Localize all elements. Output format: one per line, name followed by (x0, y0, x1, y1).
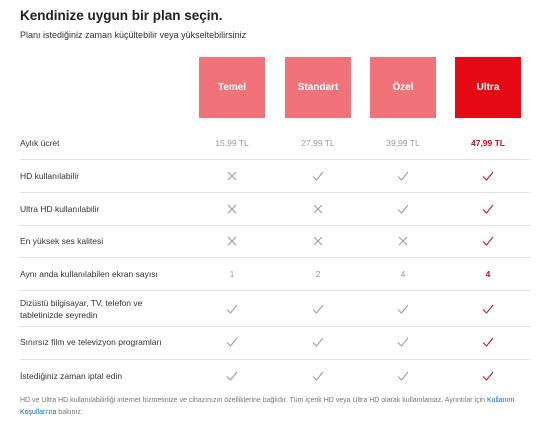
check-icon (482, 337, 494, 347)
check-icon (397, 204, 409, 214)
check-icon (312, 304, 324, 314)
row-label: Ultra HD kullanılabilir (20, 204, 100, 214)
cross-icon (227, 171, 237, 181)
check-icon (397, 337, 409, 347)
check-icon (312, 337, 324, 347)
cell-value: 4 (400, 269, 406, 279)
plan-button[interactable]: Ultra (455, 57, 521, 118)
row-separator (20, 257, 531, 258)
check-icon (312, 371, 324, 381)
row-label: Sınırsız film ve televizyon programları (20, 337, 162, 347)
row-label: Aylık ücret (20, 138, 60, 148)
row-label: Dizüstü bilgisayar, TV, telefon ve table… (20, 298, 143, 320)
plan-button[interactable]: Özel (370, 57, 436, 118)
check-icon (226, 371, 238, 381)
check-icon (312, 171, 324, 181)
check-icon (226, 304, 238, 314)
cross-icon (313, 236, 323, 246)
plan-button[interactable]: Standart (285, 57, 351, 118)
cell-value: 2 (315, 269, 321, 279)
footer-text: HD ve Ultra HD kullanılabilirliği intern… (20, 397, 487, 404)
cell-value: 27,99 TL (301, 138, 335, 148)
subtitle: Planı istediğiniz zaman küçültebilir vey… (20, 30, 247, 40)
check-icon (397, 371, 409, 381)
cross-icon (313, 204, 323, 214)
check-icon (482, 171, 494, 181)
footer: HD ve Ultra HD kullanılabilirliği intern… (20, 395, 530, 419)
cell-value: 47,99 TL (470, 138, 506, 148)
cell-value: 1 (229, 269, 235, 279)
check-icon (482, 304, 494, 314)
footer-text: bakınız. (56, 409, 83, 416)
row-label: En yüksek ses kalitesi (20, 236, 104, 246)
row-separator (20, 225, 531, 226)
title: Kendinize uygun bir plan seçin. (20, 8, 223, 23)
cell-value: 15,99 TL (215, 138, 249, 148)
row-separator (20, 326, 531, 327)
row-separator (20, 359, 531, 360)
cross-icon (398, 236, 408, 246)
check-icon (397, 171, 409, 181)
row-label: İstediğiniz zaman iptal edin (20, 371, 123, 381)
terms-link[interactable]: Kullanım Koşulları'na (20, 397, 515, 416)
row-label: Aynı anda kullanılabilen ekran sayısı (20, 269, 158, 279)
row-separator (20, 290, 531, 291)
check-icon (226, 337, 238, 347)
plan-button[interactable]: Temel (199, 57, 265, 118)
check-icon (397, 304, 409, 314)
cell-value: 39,99 TL (386, 138, 420, 148)
row-separator (20, 159, 531, 160)
check-icon (482, 371, 494, 381)
check-icon (482, 236, 494, 246)
row-separator (20, 192, 531, 193)
cross-icon (227, 236, 237, 246)
row-label: HD kullanılabilir (20, 171, 80, 181)
cell-value: 4 (485, 269, 491, 279)
check-icon (482, 204, 494, 214)
cross-icon (227, 204, 237, 214)
